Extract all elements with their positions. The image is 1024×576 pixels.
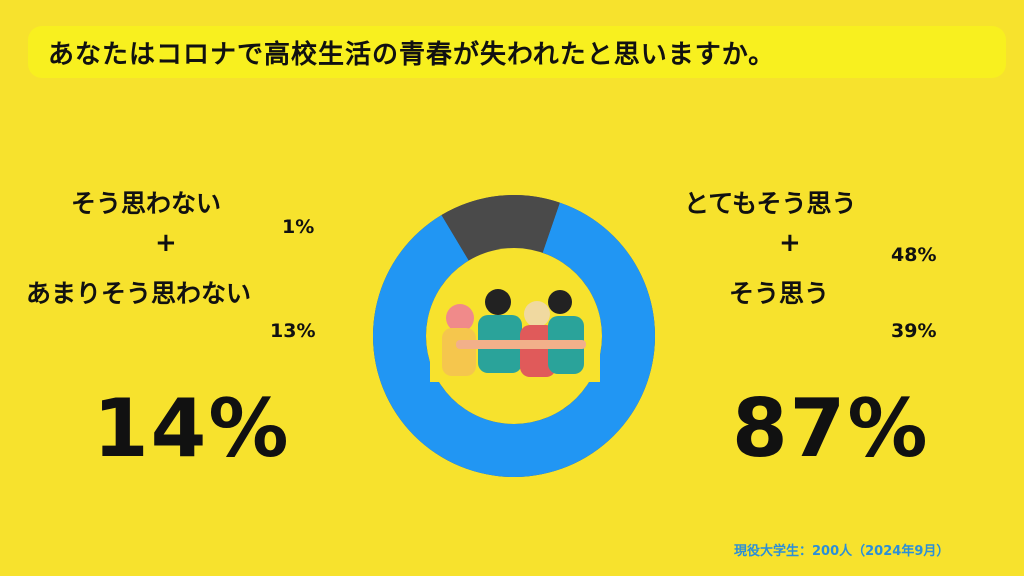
right-plus: + [779,228,801,258]
right-pct-1: 48% [891,244,937,266]
left-pct-1: 1% [282,216,315,238]
donut-slice-disagree [441,195,560,261]
source-note: 現役大学生：200人（2024年9月） [734,544,950,559]
right-pct-2: 39% [891,320,937,342]
right-category-2: そう思う [729,279,830,308]
right-category-1: とてもそう思う [684,189,857,218]
title-bar: あなたはコロナで高校生活の青春が失われたと思いますか。 [28,26,1006,78]
left-category-1: そう思わない [71,189,222,218]
left-pct-2: 13% [270,320,316,342]
donut-slice-agree [372,202,655,478]
left-category-2: あまりそう思わない [26,279,252,308]
right-total: 87% [732,382,930,475]
left-total: 14% [93,382,291,475]
left-plus: + [155,228,177,258]
page-title: あなたはコロナで高校生活の青春が失われたと思いますか。 [48,39,776,70]
students-illustration [430,289,600,382]
